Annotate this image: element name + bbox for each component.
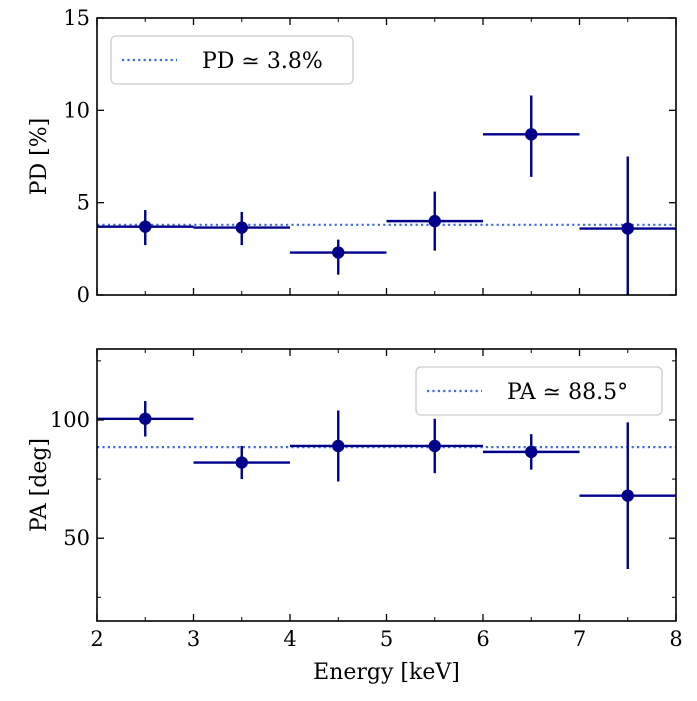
data-marker	[428, 439, 441, 453]
data-point	[97, 401, 194, 437]
data-marker	[235, 221, 248, 234]
data-marker	[525, 128, 538, 141]
y-axis-title: PA [deg]	[27, 438, 52, 532]
data-point	[386, 418, 483, 474]
legend: PA ≃ 88.5°	[415, 366, 663, 416]
x-tick-label: 2	[90, 627, 103, 651]
data-point	[579, 156, 676, 295]
x-tick-label: 7	[573, 627, 586, 651]
data-point	[483, 434, 580, 470]
y-axis-title: PD [%]	[27, 118, 52, 196]
data-point	[97, 210, 194, 246]
data-marker	[332, 246, 345, 259]
data-marker	[235, 456, 248, 469]
legend-box	[110, 35, 354, 85]
data-marker	[525, 445, 538, 459]
data-point	[579, 422, 676, 569]
legend-label: PA ≃ 88.5°	[507, 380, 628, 405]
x-tick-label: 4	[283, 627, 296, 651]
x-axis-title: Energy [keV]	[313, 660, 460, 685]
x-tick-label: 6	[476, 627, 489, 651]
pa-panel: 2 3 4 5 6 7 8 50 100 PA [deg] Energy [keV] PA ≃ 88.…	[27, 348, 683, 685]
data-point	[290, 239, 387, 275]
y-tick-label: 5	[77, 191, 90, 215]
legend: PD ≃ 3.8%	[110, 35, 354, 85]
data-point	[483, 95, 580, 177]
data-marker	[139, 412, 152, 425]
y-tick-label: 0	[77, 283, 90, 307]
x-tick-label: 8	[669, 627, 682, 651]
data-marker	[428, 214, 441, 228]
data-marker	[621, 222, 634, 235]
data-marker	[139, 220, 152, 233]
x-tick-label: 5	[380, 627, 393, 651]
legend-box	[415, 366, 663, 416]
data-marker	[621, 489, 634, 502]
data-point	[193, 445, 290, 480]
y-tick-label: 10	[63, 98, 90, 122]
data-point	[290, 410, 387, 482]
y-tick-label: 50	[63, 526, 90, 550]
legend-label: PD ≃ 3.8%	[202, 49, 323, 74]
pd-panel: 0 5 10 15 PD [%] PD ≃ 3.8%	[27, 6, 677, 307]
data-point	[386, 191, 483, 251]
y-tick-label: 100	[50, 408, 90, 432]
y-tick-label: 15	[63, 6, 90, 30]
data-point	[193, 211, 290, 246]
x-tick-label: 3	[187, 627, 200, 651]
data-marker	[332, 439, 345, 453]
